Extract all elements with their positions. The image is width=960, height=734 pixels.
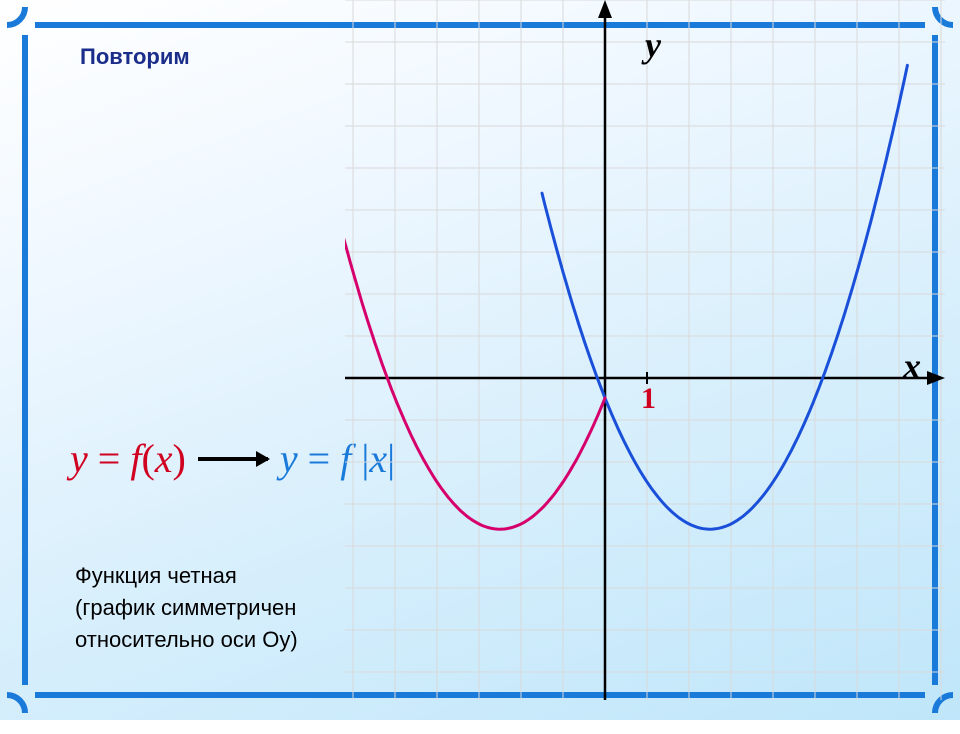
graph-svg bbox=[345, 0, 945, 700]
arrow-icon bbox=[198, 457, 268, 461]
y-axis-label: y bbox=[645, 24, 661, 66]
tick-one-label: 1 bbox=[641, 382, 656, 416]
note-line: относительно оси Оу) bbox=[75, 624, 298, 656]
note-line: (график симметричен bbox=[75, 592, 298, 624]
slide-title: Повторим bbox=[80, 44, 190, 70]
note-text: Функция четная (график симметричен относ… bbox=[75, 560, 298, 656]
x-axis-label: x bbox=[903, 345, 921, 387]
function-graph: y x 1 bbox=[345, 0, 945, 700]
formula-original: y = f(x) bbox=[70, 435, 186, 482]
note-line: Функция четная bbox=[75, 560, 298, 592]
